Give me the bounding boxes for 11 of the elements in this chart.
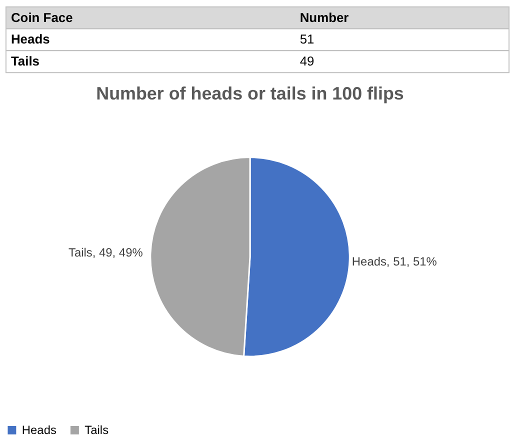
text: Tails	[10, 54, 40, 69]
legend-label: Tails	[84, 423, 109, 438]
legend-label: Heads	[22, 423, 56, 438]
text: Heads	[10, 32, 50, 47]
text: 51	[300, 32, 314, 47]
data-label: Heads, 51, 51%	[352, 254, 438, 268]
text: Coin Face	[10, 10, 73, 25]
data-label: Tails, 49, 49%	[68, 245, 144, 260]
text: Number	[300, 10, 349, 25]
chart-title: Number of heads or tails in 100 flips	[96, 83, 404, 104]
text: 49	[300, 54, 314, 69]
